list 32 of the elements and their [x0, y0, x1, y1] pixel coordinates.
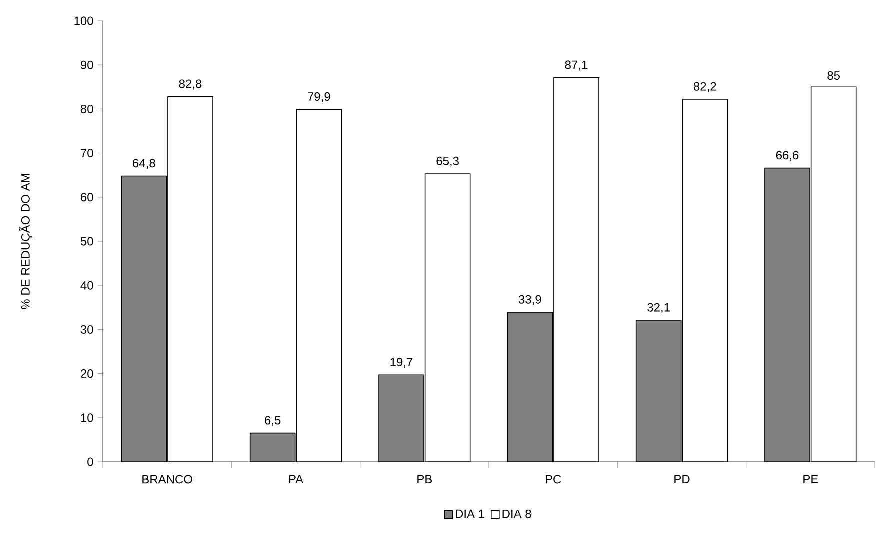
data-label: 87,1	[565, 60, 588, 71]
x-tick-label: PC	[546, 475, 562, 484]
x-tick-label: PE	[804, 475, 818, 484]
y-tick-label: 20	[81, 370, 94, 378]
y-tick-label: 40	[80, 281, 94, 290]
y-tick-label: 100	[74, 16, 94, 26]
data-label: 79,9	[308, 92, 330, 102]
data-label: 85	[828, 71, 840, 80]
y-tick-label: 30	[80, 325, 94, 334]
x-tick-label: PB	[418, 475, 432, 484]
data-label: 82,2	[694, 82, 716, 92]
y-axis-title: % DE REDUÇÃO DO AM	[19, 174, 32, 310]
y-tick-label: 60	[81, 193, 94, 202]
y-tick-label: 90	[81, 60, 94, 70]
legend-label: DIA 1	[456, 510, 484, 518]
data-label: 82,8	[179, 80, 202, 90]
y-tick-label: 10	[81, 414, 94, 422]
data-label: 19,7	[390, 358, 413, 368]
data-label: 65,3	[436, 156, 459, 167]
data-label: 33,9	[518, 295, 542, 306]
y-tick-label: 50	[80, 237, 94, 246]
data-label: 66,6	[776, 151, 799, 162]
x-tick-label: PD	[674, 475, 690, 484]
legend-label: DIA 8	[502, 510, 532, 518]
data-label: 32,1	[648, 303, 670, 314]
x-tick-label: PA	[289, 475, 304, 484]
y-tick-label: 0	[88, 458, 94, 466]
y-tick-label: 70	[81, 149, 94, 158]
data-label: 6,5	[265, 416, 281, 426]
data-label: 64,8	[133, 159, 156, 170]
x-tick-label: BRANCO	[142, 475, 192, 484]
y-tick-label: 80	[80, 104, 94, 114]
